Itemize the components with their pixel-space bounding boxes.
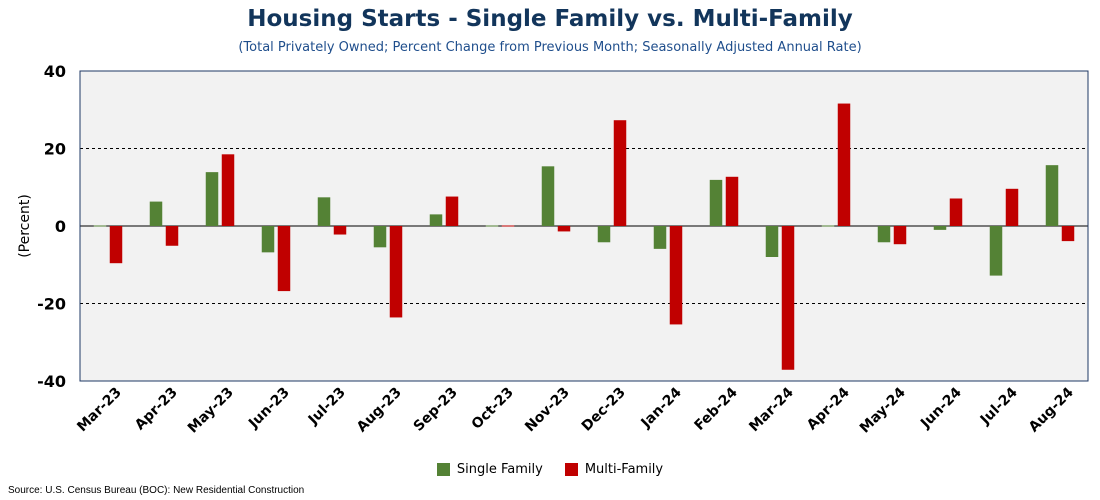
bar-single-family [821, 225, 835, 227]
bar-single-family [1045, 165, 1059, 226]
x-tick-label: Feb-24 [691, 384, 741, 434]
plot-border [79, 70, 1089, 382]
bar-single-family [485, 225, 499, 227]
x-tick-label: Jun-23 [245, 385, 293, 433]
legend-swatch-multi-family [564, 463, 578, 476]
x-tick-label: Aug-24 [1026, 384, 1077, 435]
x-tick-label: Mar-24 [746, 384, 797, 435]
bar-single-family [933, 226, 947, 230]
bar-multi-family [389, 226, 403, 318]
x-tick-label: May-23 [185, 385, 237, 437]
bar-single-family [429, 214, 443, 226]
bar-multi-family [109, 226, 123, 264]
bar-single-family [765, 226, 779, 257]
x-tick-label: Dec-23 [579, 385, 629, 435]
bar-single-family [373, 226, 387, 248]
x-tick-label: Jul-23 [305, 385, 349, 429]
bar-single-family [317, 197, 331, 226]
x-tick-label: Aug-23 [354, 385, 405, 436]
x-tick-label: May-24 [857, 384, 909, 436]
bar-multi-family [557, 226, 571, 232]
legend-label-multi-family: Multi-Family [584, 462, 664, 477]
bar-single-family [709, 179, 723, 226]
y-tick-label: -20 [37, 295, 66, 314]
chart-title: Housing Starts - Single Family vs. Multi… [247, 6, 853, 32]
legend-swatch-single-family [436, 463, 450, 476]
x-tick-label: Mar-23 [74, 385, 125, 436]
bar-multi-family [949, 198, 963, 226]
bar-single-family [877, 226, 891, 243]
chart-subtitle: (Total Privately Owned; Percent Change f… [238, 40, 862, 55]
x-tick-label: Oct-23 [469, 385, 517, 433]
bar-single-family [261, 226, 275, 253]
x-tick-label: Jun-24 [917, 384, 965, 432]
y-axis-label: (Percent) [17, 194, 33, 258]
bar-multi-family [781, 226, 795, 370]
bar-multi-family [501, 225, 515, 227]
bar-single-family [541, 166, 555, 226]
bar-multi-family [1061, 226, 1075, 242]
bar-multi-family [333, 226, 347, 235]
x-tick-label: Sep-23 [411, 385, 461, 435]
bar-single-family [653, 226, 667, 249]
bar-single-family [597, 226, 611, 243]
bar-multi-family [221, 154, 235, 226]
x-tick-label: Nov-23 [522, 385, 573, 436]
legend-item-single-family: Single Family [436, 462, 543, 477]
bar-multi-family [725, 176, 739, 226]
source-note: Source: U.S. Census Bureau (BOC): New Re… [8, 485, 305, 496]
bar-multi-family [613, 120, 627, 226]
bar-multi-family [445, 196, 459, 226]
legend: Single Family Multi-Family [0, 462, 1100, 477]
bar-multi-family [1005, 188, 1019, 226]
bar-multi-family [837, 103, 851, 226]
bar-multi-family [277, 226, 291, 292]
x-tick-label: Apr-23 [132, 385, 181, 434]
bar-single-family [149, 201, 163, 226]
x-tick-label: Jul-24 [977, 384, 1021, 428]
legend-item-multi-family: Multi-Family [564, 462, 664, 477]
y-tick-label: -40 [37, 372, 66, 391]
bar-multi-family [669, 226, 683, 325]
bar-single-family [205, 172, 219, 226]
y-tick-label: 40 [44, 62, 66, 81]
y-tick-label: 0 [55, 217, 66, 236]
x-tick-label: Apr-24 [804, 384, 853, 433]
bar-multi-family [165, 226, 179, 246]
bar-multi-family [893, 226, 907, 245]
x-tick-label: Jan-24 [638, 384, 685, 431]
legend-label-single-family: Single Family [456, 462, 543, 477]
bar-single-family [989, 226, 1003, 276]
bar-single-family [93, 225, 107, 227]
y-tick-label: 20 [44, 140, 66, 159]
